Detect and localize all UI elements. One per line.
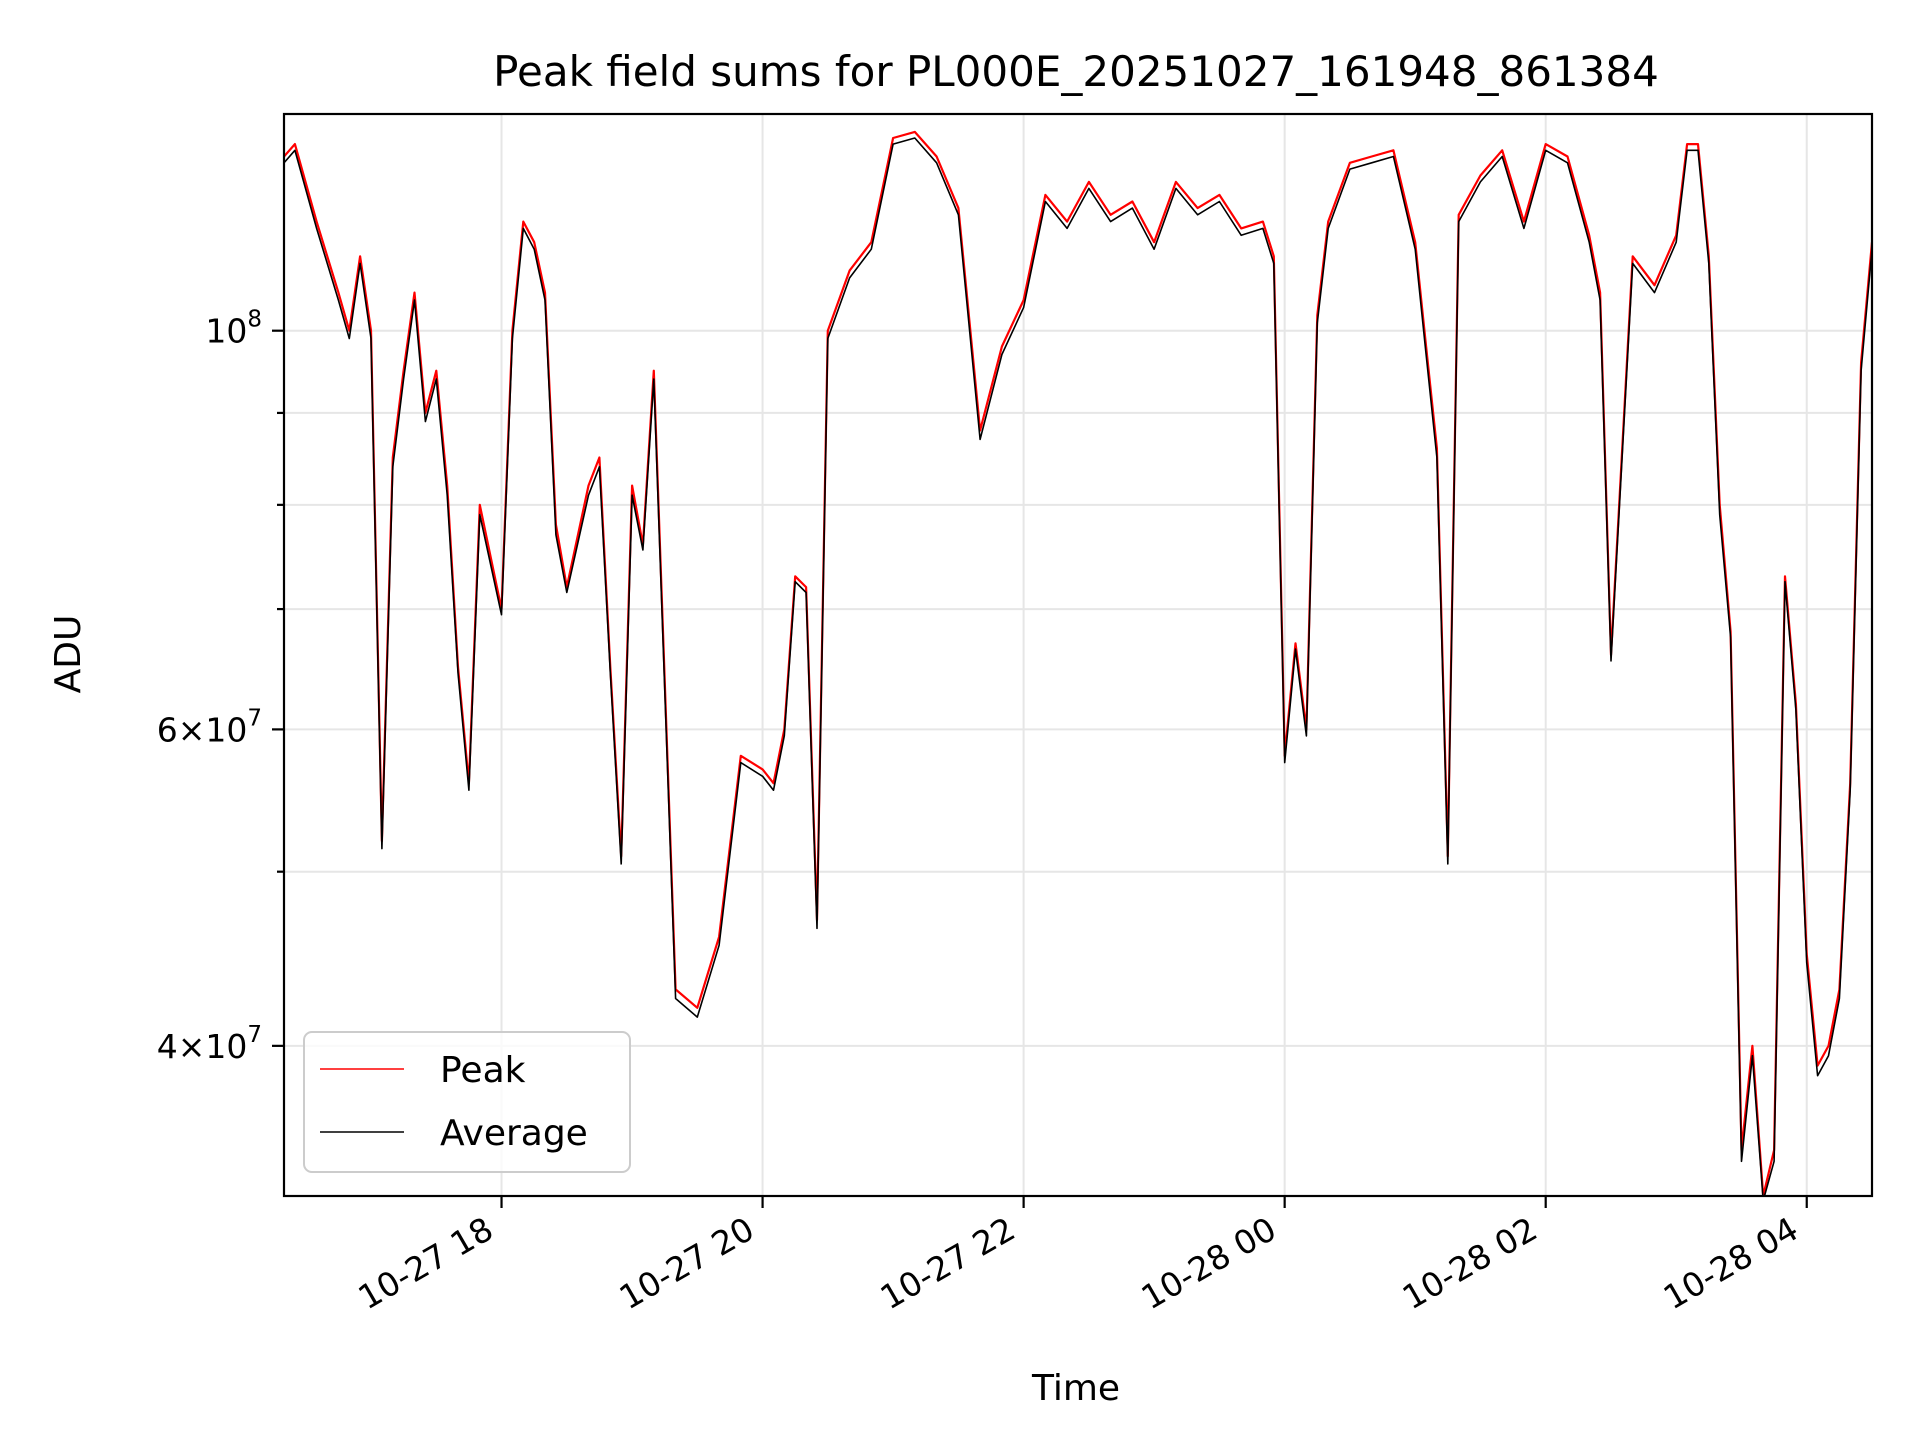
y-axis-ticks: 108 6×107 4×107 [157,307,284,1066]
legend-label-average: Average [440,1113,588,1154]
chart-title: Peak field sums for PL000E_20251027_1619… [493,47,1659,96]
x-axis-label: Time [1031,1368,1120,1409]
y-axis-label: ADU [48,615,89,694]
y-tick-label: 6×107 [157,705,262,749]
plot-frame [282,112,1874,1198]
y-tick-label: 108 [205,307,262,351]
legend: Peak Average [303,1031,631,1173]
y-tick-label: 4×107 [157,1022,262,1066]
legend-label-peak: Peak [440,1050,526,1091]
series-line-average [284,137,1872,1196]
legend-box [303,1031,631,1173]
series-lines [284,130,1872,1196]
